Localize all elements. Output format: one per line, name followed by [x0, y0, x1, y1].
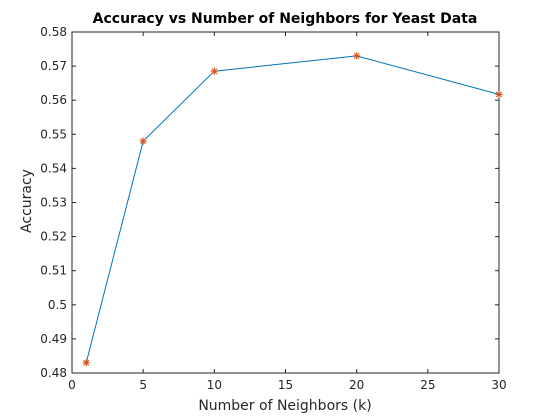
data-point-marker — [82, 359, 90, 367]
x-tick-label: 20 — [349, 378, 364, 392]
data-point-marker — [495, 90, 503, 99]
chart-title: Accuracy vs Number of Neighbors for Yeas… — [93, 11, 478, 27]
y-tick-label: 0.58 — [40, 25, 67, 39]
x-axis-ticks: 0 5 10 15 20 25 30 — [68, 32, 507, 392]
y-tick-label: 0.51 — [40, 264, 67, 278]
x-tick-label: 15 — [278, 378, 293, 392]
y-tick-label: 0.49 — [40, 332, 67, 346]
y-tick-label: 0.57 — [40, 59, 67, 73]
data-point-marker — [210, 67, 218, 75]
y-tick-label: 0.53 — [40, 196, 67, 210]
x-tick-label: 25 — [420, 378, 435, 392]
y-tick-label: 0.52 — [40, 230, 67, 244]
y-axis-label: Accuracy — [19, 169, 35, 233]
data-point-marker — [353, 52, 361, 60]
y-tick-label: 0.48 — [40, 366, 67, 380]
y-tick-label: 0.54 — [40, 161, 67, 175]
y-axis-ticks: 0.48 0.49 0.5 0.51 0.52 0.53 0.54 0.55 0.56 0.57 0… — [40, 25, 499, 380]
y-tick-label: 0.56 — [40, 93, 67, 107]
data-series-group — [82, 52, 503, 367]
y-tick-label: 0.5 — [48, 298, 67, 312]
x-tick-label: 5 — [139, 378, 147, 392]
x-tick-label: 10 — [207, 378, 222, 392]
data-point-marker — [139, 137, 147, 145]
x-tick-label: 30 — [491, 378, 506, 392]
x-tick-label: 0 — [68, 378, 76, 392]
y-tick-label: 0.55 — [40, 127, 67, 141]
x-axis-label: Number of Neighbors (k) — [198, 398, 371, 414]
